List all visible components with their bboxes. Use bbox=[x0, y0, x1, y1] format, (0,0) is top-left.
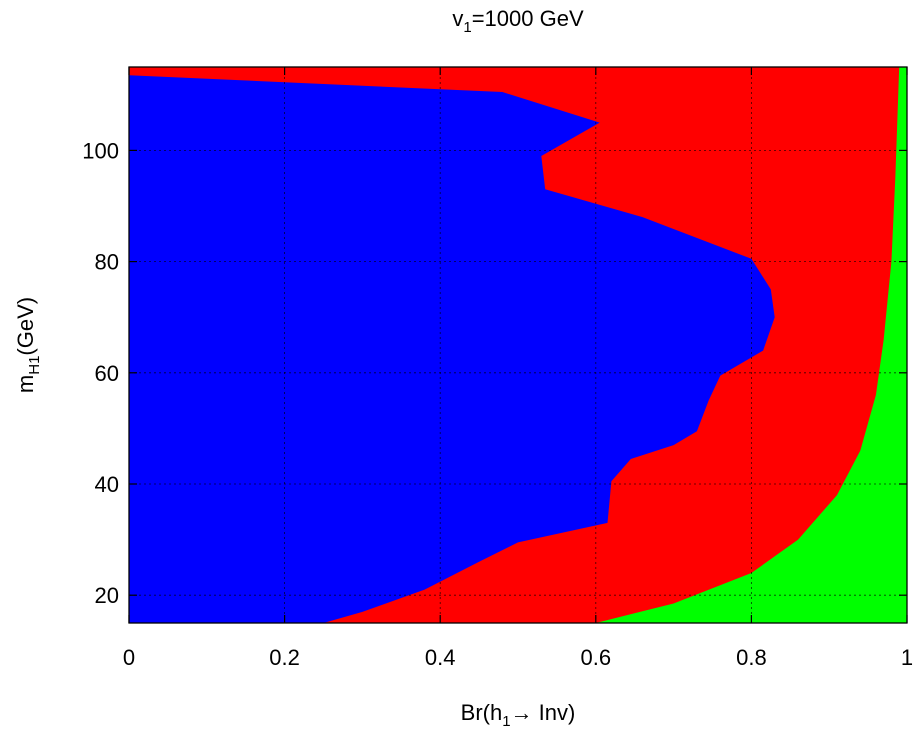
plot-frame bbox=[128, 66, 908, 624]
y-tick-label: 20 bbox=[95, 583, 119, 608]
x-axis-label: Br(h1→ Inv) bbox=[461, 700, 576, 730]
x-tick-label: 0.4 bbox=[425, 645, 456, 670]
y-tick-label: 80 bbox=[95, 250, 119, 275]
chart-title: v1=1000 GeV bbox=[452, 6, 584, 36]
y-axis-label: mH1(GeV) bbox=[13, 297, 43, 393]
region-green bbox=[595, 67, 907, 623]
x-tick-label: 0 bbox=[123, 645, 135, 670]
region-blue bbox=[129, 75, 775, 624]
tick-layer bbox=[128, 67, 908, 623]
y-tick-label: 60 bbox=[95, 361, 119, 386]
x-tick-label: 0.8 bbox=[736, 645, 767, 670]
x-tick-label: 0.2 bbox=[269, 645, 300, 670]
y-tick-label: 100 bbox=[82, 138, 119, 163]
x-tick-label: 1 bbox=[901, 645, 913, 670]
x-tick-label: 0.6 bbox=[581, 645, 612, 670]
region-layer bbox=[129, 67, 907, 624]
y-tick-label: 40 bbox=[95, 472, 119, 497]
tick-label-layer: 0 0.2 0.4 0.6 0.8 1 20 40 60 80 100 bbox=[82, 138, 913, 670]
